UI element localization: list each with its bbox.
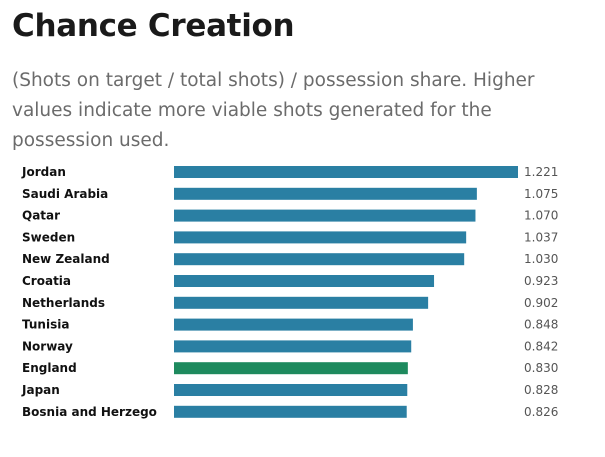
bar <box>174 209 476 222</box>
value-label: 0.923 <box>524 274 558 288</box>
value-label: 1.070 <box>524 209 558 223</box>
category-label: Qatar <box>22 209 60 223</box>
value-label: 0.902 <box>524 296 558 310</box>
category-label: New Zealand <box>22 252 110 266</box>
category-label: Saudi Arabia <box>22 187 108 201</box>
category-label: Jordan <box>21 165 66 179</box>
bar <box>174 384 408 396</box>
value-label: 0.830 <box>524 361 558 375</box>
category-label: Japan <box>21 383 60 397</box>
category-label: Tunisia <box>22 318 69 332</box>
chart-title: Chance Creation <box>12 8 295 44</box>
bar <box>174 405 407 418</box>
bar <box>174 318 413 331</box>
value-label: 1.037 <box>524 230 558 244</box>
category-label: Sweden <box>22 230 75 244</box>
category-label: England <box>22 361 77 375</box>
bar <box>174 253 465 266</box>
bar <box>174 231 467 244</box>
category-label: Norway <box>22 339 73 353</box>
category-label: Bosnia and Herzego <box>22 405 157 419</box>
bar <box>174 340 412 353</box>
value-label: 0.826 <box>524 405 558 419</box>
value-label: 0.848 <box>524 318 558 332</box>
bar <box>174 275 435 287</box>
value-label: 1.030 <box>524 252 558 266</box>
bar <box>174 296 429 309</box>
bar <box>174 166 518 178</box>
bar-highlight <box>174 362 408 375</box>
bar <box>174 187 477 200</box>
value-label: 0.828 <box>524 383 558 397</box>
value-label: 0.842 <box>524 339 558 353</box>
chart-subtitle: (Shots on target / total shots) / posses… <box>12 70 535 151</box>
category-label: Croatia <box>22 274 71 288</box>
value-label: 1.075 <box>524 187 558 201</box>
bar-chart: Jordan 1.221 Saudi Arabia 1.075 Qatar 1.070 Sw… <box>21 165 558 419</box>
value-label: 1.221 <box>524 165 558 179</box>
category-label: Netherlands <box>22 296 105 310</box>
